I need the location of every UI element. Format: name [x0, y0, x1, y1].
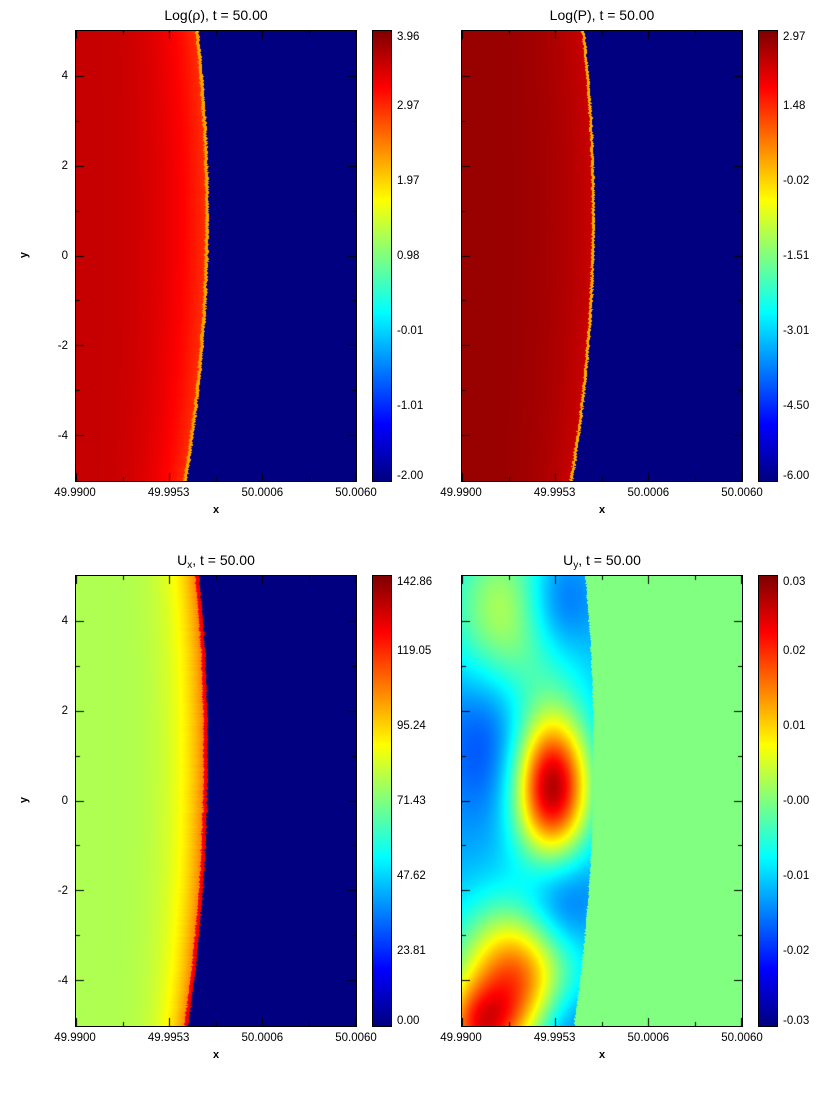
x-axis-label: x — [598, 504, 606, 516]
y-tick-label: 2 — [61, 160, 68, 172]
heatmap-canvas — [75, 575, 357, 1027]
y-tick-label: 0 — [61, 795, 68, 807]
y-tick-label: 2 — [61, 705, 68, 717]
colorbar-tick-label: 3.96 — [397, 31, 420, 43]
colorbar-tick-label: -0.00 — [783, 795, 810, 807]
colorbar-tick-label: -1.51 — [783, 250, 810, 262]
panel-title: Log(ρ), t = 50.00 — [75, 7, 357, 26]
colorbar-tick-label: 1.48 — [783, 100, 806, 112]
x-tick-label: 49.9900 — [54, 487, 96, 499]
x-tick-label: 50.0060 — [721, 1032, 763, 1044]
colorbar-tick-label: -0.03 — [783, 1015, 810, 1027]
x-tick-label: 50.0006 — [627, 1032, 670, 1044]
y-axis-label: y — [18, 796, 31, 804]
colorbar-tick-label: -3.01 — [783, 325, 810, 337]
x-axis-label: x — [212, 504, 220, 516]
colorbar-tick-label: 142.86 — [397, 576, 433, 588]
panel-log-p: Log(P), t = 50.00 2.97 1.48 -0.02 -1.51 -3.0… — [440, 7, 831, 550]
colorbar-canvas — [372, 575, 392, 1027]
title-text-post: , t = 50.00 — [192, 552, 255, 568]
y-tick-label: 4 — [61, 70, 68, 82]
x-tick-label: 50.0006 — [627, 487, 670, 499]
y-tick-labels: 4 2 0 -2 -4 — [13, 30, 68, 482]
y-tick-label: -4 — [57, 430, 68, 442]
colorbar-tick-label: -4.50 — [783, 400, 810, 412]
x-tick-label: 50.0060 — [721, 487, 763, 499]
x-tick-labels: 49.9900 49.9953 50.0006 50.0060 — [440, 487, 763, 501]
x-tick-labels: 49.9900 49.9953 50.0006 50.0060 — [440, 1032, 763, 1046]
panel-ux: Ux, t = 50.00 142.86 119.05 95.24 71.43 47.6… — [18, 552, 475, 1095]
heatmap-canvas — [75, 30, 357, 482]
x-tick-labels: 49.9900 49.9953 50.0006 50.0060 — [54, 1032, 377, 1046]
colorbar-labels: 3.96 2.97 1.97 0.98 -0.01 -1.01 -2.00 — [397, 30, 459, 482]
y-tick-label: -2 — [57, 340, 68, 352]
y-tick-label: 4 — [61, 615, 68, 627]
colorbar-tick-label: -0.01 — [783, 870, 810, 882]
colorbar-canvas — [758, 575, 778, 1027]
colorbar-labels: 0.03 0.02 0.01 -0.00 -0.01 -0.02 -0.03 — [783, 575, 831, 1027]
colorbar-tick-label: -1.01 — [397, 400, 424, 412]
x-axis-label: x — [212, 1049, 220, 1061]
title-text: U — [563, 552, 574, 568]
colorbar-tick-label: -6.00 — [783, 470, 810, 482]
colorbar-tick-label: 2.97 — [397, 100, 420, 112]
title-text-post: , t = 50.00 — [578, 552, 641, 568]
panel-title: Log(P), t = 50.00 — [461, 7, 743, 26]
colorbar-tick-label: 0.01 — [783, 720, 806, 732]
x-tick-label: 50.0060 — [335, 487, 377, 499]
title-subscript: y — [573, 560, 579, 571]
panel-log-rho: Log(ρ), t = 50.00 3.96 2.97 1.97 0.98 -0.01 -… — [18, 7, 475, 550]
colorbar-tick-label: -0.01 — [397, 325, 424, 337]
colorbar-tick-label: 95.24 — [397, 720, 426, 732]
colorbar-tick-label: 71.43 — [397, 795, 426, 807]
x-tick-label: 49.9953 — [147, 487, 190, 499]
panel-uy: Uy, t = 50.00 0.03 0.02 0.01 -0.00 -0.01 -0.0… — [440, 552, 831, 1095]
colorbar-tick-label: 119.05 — [397, 645, 432, 657]
y-tick-labels: 4 2 0 -2 -4 — [13, 575, 68, 1027]
y-tick-label: -4 — [57, 975, 68, 987]
panel-title: Ux, t = 50.00 — [75, 552, 357, 571]
y-tick-label: -2 — [57, 885, 68, 897]
x-tick-label: 50.0006 — [241, 487, 284, 499]
colorbar-tick-label: 1.97 — [397, 175, 420, 187]
colorbar-tick-label: 0.03 — [783, 576, 806, 588]
colorbar-tick-label: 47.62 — [397, 870, 426, 882]
x-tick-label: 50.0060 — [335, 1032, 377, 1044]
colorbar-canvas — [372, 30, 392, 482]
colorbar-tick-label: 2.97 — [783, 31, 806, 43]
panel-title: Uy, t = 50.00 — [461, 552, 743, 571]
colorbar-canvas — [758, 30, 778, 482]
x-tick-label: 49.9953 — [533, 487, 576, 499]
title-text: Log(ρ), t = 50.00 — [164, 7, 268, 23]
x-tick-labels: 49.9900 49.9953 50.0006 50.0060 — [54, 487, 377, 501]
title-text: U — [177, 552, 188, 568]
x-tick-label: 49.9900 — [440, 1032, 482, 1044]
colorbar-tick-label: 23.81 — [397, 945, 426, 957]
colorbar-tick-label: -0.02 — [783, 945, 810, 957]
x-tick-label: 49.9900 — [54, 1032, 96, 1044]
title-subscript: x — [187, 560, 193, 571]
heatmap-canvas — [461, 575, 743, 1027]
colorbar-tick-label: 0.98 — [397, 250, 420, 262]
heatmap-canvas — [461, 30, 743, 482]
x-tick-label: 49.9900 — [440, 487, 482, 499]
colorbar-tick-label: -2.00 — [397, 470, 424, 482]
colorbar-labels: 142.86 119.05 95.24 71.43 47.62 23.81 0.00 — [397, 575, 459, 1027]
y-axis-label: y — [18, 251, 31, 259]
title-text: Log(P), t = 50.00 — [549, 7, 655, 23]
x-tick-label: 49.9953 — [533, 1032, 576, 1044]
x-axis-label: x — [598, 1049, 606, 1061]
colorbar-labels: 2.97 1.48 -0.02 -1.51 -3.01 -4.50 -6.00 — [783, 30, 831, 482]
colorbar-tick-label: 0.00 — [397, 1015, 420, 1027]
colorbar-tick-label: 0.02 — [783, 645, 806, 657]
x-tick-label: 49.9953 — [147, 1032, 190, 1044]
colorbar-tick-label: -0.02 — [783, 175, 810, 187]
y-tick-label: 0 — [61, 250, 68, 262]
x-tick-label: 50.0006 — [241, 1032, 284, 1044]
